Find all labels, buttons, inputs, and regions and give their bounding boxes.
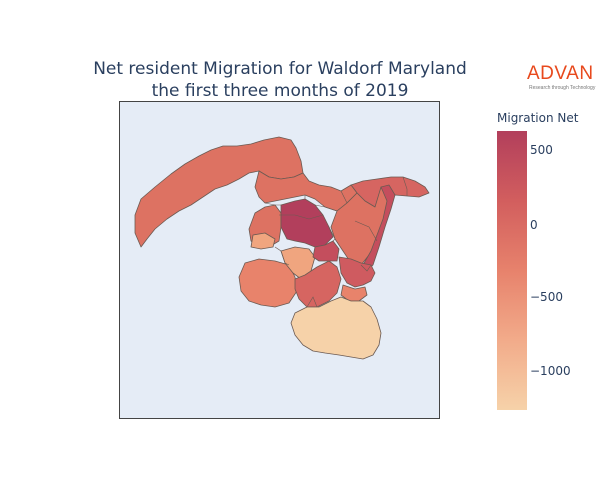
colorbar-tick-label: 0 xyxy=(530,218,538,232)
map-boundary-line xyxy=(264,202,281,206)
map-boundary-line xyxy=(274,246,290,266)
logo-tagline: Research through Technology xyxy=(529,85,596,91)
map-boundary-line xyxy=(340,190,348,204)
chart-title-line-2: the first three months of 2019 xyxy=(151,81,409,101)
map-region-small-light-west[interactable] xyxy=(250,232,276,250)
chart-title-line-1: Net resident Migration for Waldorf Maryl… xyxy=(93,59,467,79)
map-boundary-line xyxy=(314,204,338,212)
map-region-south-large[interactable] xyxy=(290,296,382,360)
map-boundary-line xyxy=(280,226,288,240)
choropleth-map[interactable] xyxy=(119,101,440,419)
colorbar-title: Migration Net xyxy=(497,111,579,125)
map-boundary-line xyxy=(279,214,324,220)
map-region-southeast[interactable] xyxy=(338,256,376,288)
colorbar-tick-label: −500 xyxy=(530,290,563,304)
colorbar-tick-label: −1000 xyxy=(530,364,571,378)
advan-logo: ADVAN Research through Technology xyxy=(527,64,595,91)
logo-wordmark: ADVAN xyxy=(527,63,594,84)
map-region-southeast-small[interactable] xyxy=(340,284,368,302)
map-region-central-south[interactable] xyxy=(312,240,340,262)
map-region-central-core[interactable] xyxy=(280,198,334,248)
chart-title: Net resident Migration for Waldorf Maryl… xyxy=(60,58,500,102)
map-boundary-line xyxy=(354,220,378,242)
map-boundary-line xyxy=(328,226,336,242)
map-boundary-line xyxy=(402,176,408,196)
map-boundary-line xyxy=(306,296,318,308)
map-boundary-line xyxy=(360,264,372,272)
map-region-west-lower[interactable] xyxy=(238,258,298,308)
colorbar-tick-label: 500 xyxy=(530,143,553,157)
map-region-south-middle[interactable] xyxy=(294,260,342,308)
colorbar-gradient xyxy=(497,131,527,410)
colorbar xyxy=(497,131,527,410)
